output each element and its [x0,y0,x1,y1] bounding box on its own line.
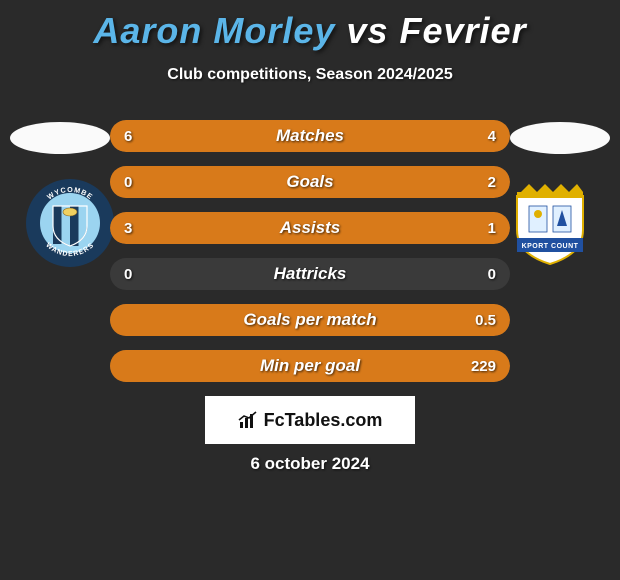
stat-value-right: 0 [488,258,496,290]
stat-value-right: 0.5 [475,304,496,336]
date-text: 6 october 2024 [0,454,620,474]
svg-text:KPORT COUNT: KPORT COUNT [522,243,579,250]
stat-row: Goals per match0.5 [110,304,510,336]
stat-value-right: 229 [471,350,496,382]
stat-label: Goals per match [110,304,510,336]
stat-label: Matches [110,120,510,152]
brand-logo: FcTables.com [205,396,415,444]
stat-label: Assists [110,212,510,244]
chart-icon [238,410,260,430]
decorative-ellipse-right [510,122,610,154]
stat-row: 0Goals2 [110,166,510,198]
player2-name: Fevrier [400,10,527,51]
stat-value-right: 4 [488,120,496,152]
stats-container: 6Matches40Goals23Assists10Hattricks0Goal… [110,120,510,396]
subtitle: Club competitions, Season 2024/2025 [0,66,620,84]
stat-value-right: 1 [488,212,496,244]
stat-label: Min per goal [110,350,510,382]
stat-label: Hattricks [110,258,510,290]
vs-text: vs [346,10,388,51]
player1-name: Aaron Morley [93,10,335,51]
brand-text: FcTables.com [264,410,383,431]
stat-value-right: 2 [488,166,496,198]
stat-row: Min per goal229 [110,350,510,382]
decorative-ellipse-left [10,122,110,154]
comparison-title: Aaron Morley vs Fevrier [0,0,620,52]
stat-row: 6Matches4 [110,120,510,152]
club-badge-right: KPORT COUNT [505,178,595,268]
club-badge-left: WYCOMBE WANDERERS [25,178,115,268]
stat-row: 3Assists1 [110,212,510,244]
stat-label: Goals [110,166,510,198]
stat-row: 0Hattricks0 [110,258,510,290]
